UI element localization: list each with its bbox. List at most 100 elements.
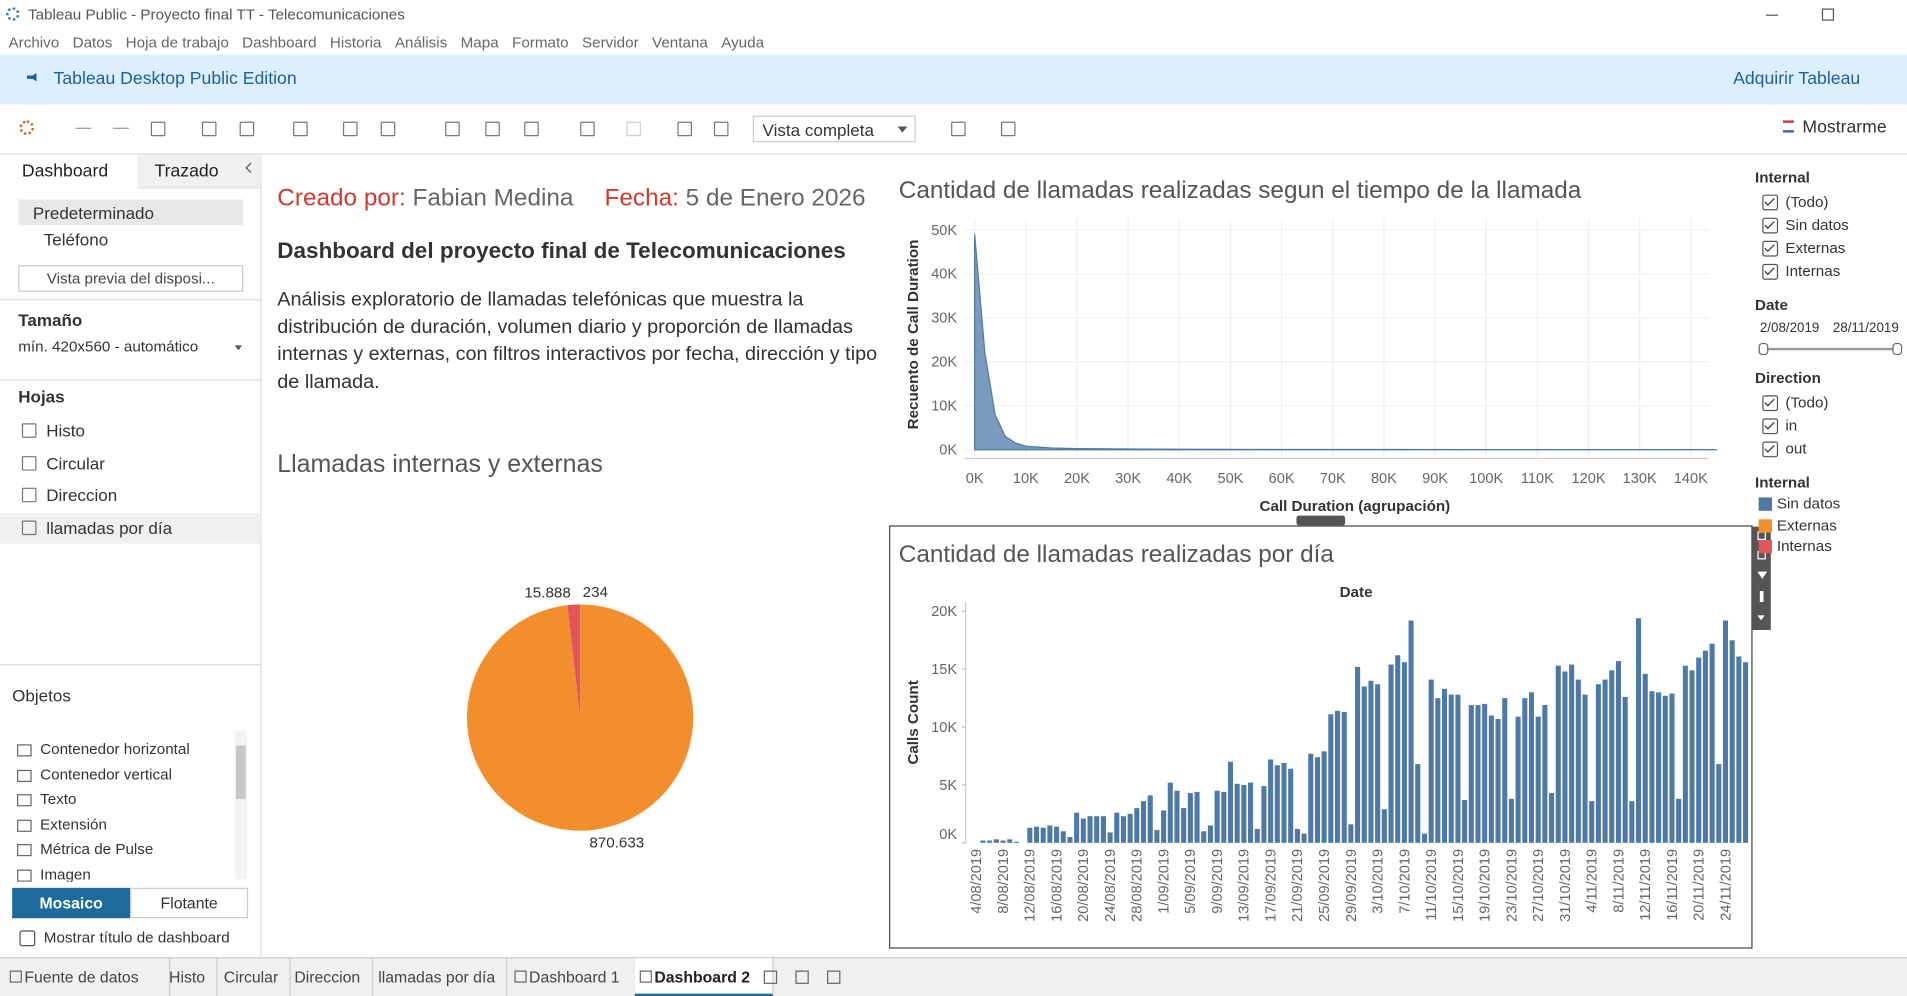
sheet-item[interactable]: Direccion: [0, 480, 260, 510]
date-slider-handle[interactable]: [1892, 342, 1903, 356]
preview-button[interactable]: Vista previa del disposi...: [18, 265, 244, 292]
x-axis-title: Call Duration (agrupación): [1259, 498, 1450, 515]
acquire-link[interactable]: Adquirir Tableau: [1733, 69, 1861, 89]
menu-item[interactable]: Dashboard: [242, 34, 317, 52]
show-me-button[interactable]: Mostrarme: [1802, 117, 1887, 138]
filter-checkbox[interactable]: [1762, 263, 1779, 280]
bar: [1094, 816, 1100, 843]
menu-item[interactable]: Hoja de trabajo: [125, 34, 229, 52]
new-tab-button[interactable]: [827, 970, 841, 984]
minimize-button[interactable]: [1765, 14, 1779, 16]
x-tick-label: 60K: [1269, 471, 1295, 487]
object-item[interactable]: Contenedor vertical: [0, 763, 231, 787]
device-selected[interactable]: Predeterminado: [18, 199, 244, 225]
sheet-tab[interactable]: Histo: [162, 958, 218, 996]
save-button[interactable]: [201, 121, 217, 137]
scrollbar[interactable]: [234, 730, 247, 880]
scroll-thumb[interactable]: [235, 745, 246, 800]
labels-button[interactable]: [677, 121, 693, 137]
object-item[interactable]: Imagen: [0, 864, 231, 882]
menu-item[interactable]: Formato: [512, 34, 569, 52]
menu-item[interactable]: Datos: [72, 34, 113, 52]
tab-layout[interactable]: Trazado: [137, 154, 261, 189]
sheet-item[interactable]: Histo: [0, 416, 260, 446]
show-title-checkbox[interactable]: [19, 930, 36, 947]
redo-button[interactable]: [113, 127, 129, 129]
undo-button[interactable]: [75, 127, 92, 129]
sheet-tab[interactable]: Dashboard 1: [510, 958, 637, 996]
filter-option: Sin datos: [1785, 216, 1849, 234]
bar: [1241, 784, 1247, 843]
replace-data-button[interactable]: [150, 121, 166, 137]
object-item[interactable]: Métrica de Pulse: [0, 838, 231, 862]
menu-item[interactable]: Servidor: [582, 34, 639, 52]
clear-button[interactable]: [380, 121, 396, 137]
divider: [0, 299, 261, 301]
pin-button[interactable]: [1759, 591, 1764, 603]
filter-button[interactable]: [1757, 571, 1768, 584]
object-item[interactable]: Contenedor horizontal: [0, 738, 231, 762]
menu-item[interactable]: Ventana: [652, 34, 708, 52]
presentation-button[interactable]: [1000, 121, 1016, 137]
floating-button[interactable]: Flotante: [130, 887, 249, 919]
show-cards-button[interactable]: [951, 121, 966, 137]
duplicate-button[interactable]: [342, 121, 358, 137]
bar: [1722, 620, 1729, 843]
menu-item[interactable]: Mapa: [460, 34, 499, 52]
filter-checkbox[interactable]: [1762, 194, 1779, 211]
tab-icon: [9, 970, 22, 983]
date-slider-handle[interactable]: [1758, 342, 1769, 356]
menu-item[interactable]: Ayuda: [721, 34, 765, 52]
filter-checkbox[interactable]: [1762, 240, 1779, 257]
sheet-tab[interactable]: Fuente de datos: [5, 958, 171, 996]
view-dropdown[interactable]: Vista completa: [752, 115, 916, 143]
object-icon: [17, 744, 32, 757]
menu-item[interactable]: Archivo: [8, 34, 60, 52]
sheet-item[interactable]: Circular: [0, 448, 260, 478]
filter-option: (Todo): [1785, 193, 1829, 211]
sheet-tab[interactable]: Dashboard 2: [634, 958, 774, 996]
sheet-tab[interactable]: Direccion: [287, 958, 374, 996]
bar: [1114, 812, 1120, 843]
filter-checkbox[interactable]: [1762, 418, 1779, 435]
bar: [1555, 665, 1561, 843]
show-title-label: Mostrar título de dashboard: [43, 929, 230, 947]
pin-button[interactable]: [713, 121, 729, 137]
sort-asc-button[interactable]: [485, 121, 500, 137]
object-item[interactable]: Texto: [0, 788, 231, 812]
filter-checkbox[interactable]: [1762, 217, 1779, 234]
sheet-tab[interactable]: Circular: [216, 958, 291, 996]
new-tab-button[interactable]: [795, 970, 809, 984]
menu-item[interactable]: Historia: [329, 34, 382, 52]
new-sheet-button[interactable]: [293, 121, 308, 137]
object-item[interactable]: Extensión: [0, 813, 231, 837]
bar: [1314, 757, 1320, 843]
menu-item[interactable]: Análisis: [394, 34, 448, 52]
new-tab-button[interactable]: [763, 970, 778, 984]
tab-label: Histo: [169, 968, 206, 987]
device-label[interactable]: Teléfono: [43, 229, 109, 250]
restore-button[interactable]: [1821, 8, 1835, 21]
dashboard-heading: Dashboard del proyecto final de Telecomu…: [277, 237, 846, 263]
sheet-tab[interactable]: llamadas por día: [371, 958, 508, 996]
sort-desc-button[interactable]: [524, 121, 539, 137]
bar: [1301, 833, 1307, 843]
size-value[interactable]: mín. 420x560 - automático: [18, 338, 199, 356]
tab-dashboard[interactable]: Dashboard: [0, 154, 138, 189]
bar: [1268, 759, 1274, 843]
bar: [1642, 673, 1648, 843]
filter-checkbox[interactable]: [1762, 441, 1779, 458]
group-button[interactable]: [626, 121, 641, 137]
tableau-logo[interactable]: [19, 120, 35, 135]
sheet-item[interactable]: llamadas por día: [0, 512, 261, 544]
highlight-button[interactable]: [580, 121, 595, 137]
more-button[interactable]: [1757, 615, 1765, 624]
swap-button[interactable]: [445, 121, 460, 137]
x-tick-label: 24/11/2019: [1718, 849, 1734, 921]
filter-checkbox[interactable]: [1762, 395, 1779, 412]
bar: [1027, 827, 1033, 843]
tiled-button[interactable]: Mosaico: [12, 887, 131, 919]
chart-title: Llamadas internas y externas: [277, 450, 603, 478]
new-datasource-button[interactable]: [239, 121, 255, 137]
move-handle[interactable]: [1296, 515, 1346, 526]
